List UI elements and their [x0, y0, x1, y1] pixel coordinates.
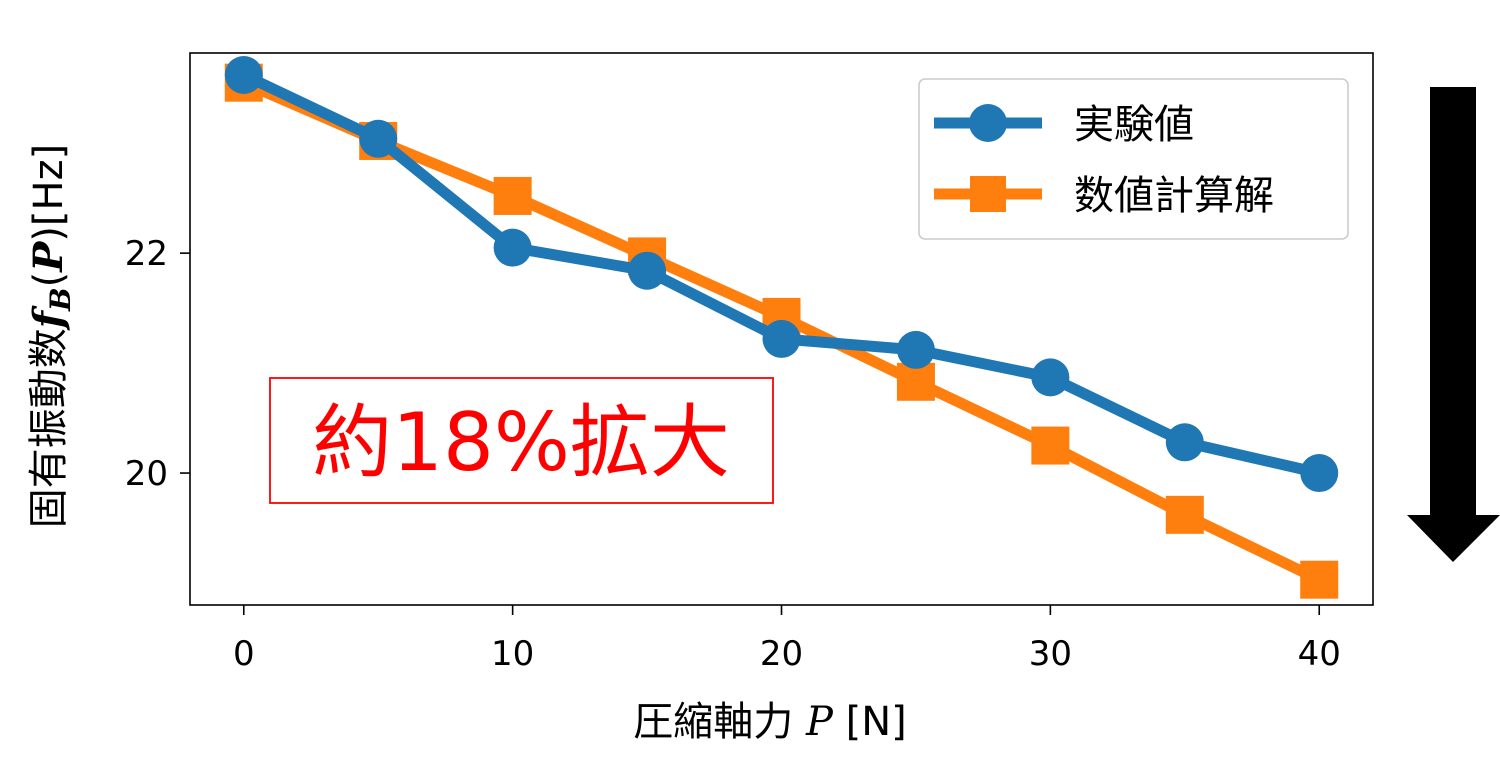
series-0-point-6	[1031, 358, 1070, 397]
legend-label-series-1: 数値計算解	[1074, 173, 1274, 219]
x-tick-label-1: 10	[491, 634, 534, 674]
x-axis-label-symbol: P	[805, 699, 834, 745]
x-tick-label-2: 20	[760, 634, 803, 674]
down-arrow-shaft	[1430, 87, 1476, 519]
series-0-point-7	[1165, 423, 1204, 462]
y-axis-label-p: P	[25, 240, 72, 273]
y-tick-label-1: 22	[125, 234, 168, 274]
series-0-point-4	[762, 319, 801, 358]
down-arrow-head	[1407, 515, 1500, 562]
series-1-point-5	[896, 362, 935, 401]
annotation: 約18%拡大	[269, 377, 774, 504]
y-axis-label-prefix: 固有振動数	[26, 328, 72, 528]
legend-marker-series-0	[969, 104, 1007, 142]
y-tick-label-0: 20	[125, 454, 168, 494]
x-tick-label-0: 0	[233, 634, 255, 674]
y-axis-label-unit: [Hz]	[26, 144, 72, 226]
series-0-point-8	[1300, 454, 1339, 493]
down-arrow-icon	[1407, 87, 1500, 562]
series-0-point-1	[359, 119, 398, 158]
series-0-point-0	[224, 55, 263, 94]
annotation-text: 約18%拡大	[312, 396, 730, 489]
x-axis-label: 圧縮軸力 P [N]	[633, 699, 907, 745]
series-0-point-2	[493, 228, 532, 267]
series-1-point-7	[1165, 495, 1204, 534]
x-tick-label-3: 30	[1029, 634, 1072, 674]
x-axis-label-prefix: 圧縮軸力	[633, 699, 806, 745]
x-tick-label-4: 40	[1298, 634, 1341, 674]
series-1-point-2	[493, 176, 532, 215]
series-layer	[224, 55, 1339, 599]
y-axis-label-subscript: B	[44, 287, 77, 312]
legend: 実験値 数値計算解	[918, 78, 1349, 240]
series-0-point-5	[896, 330, 935, 369]
series-1-point-6	[1031, 426, 1070, 465]
legend-marker-series-1	[970, 176, 1006, 212]
legend-label-series-0: 実験値	[1074, 102, 1194, 148]
series-0-point-3	[628, 251, 667, 290]
y-axis-label: 固有振動数fB(P)[Hz]	[25, 144, 77, 528]
x-axis-ticks: 0 10 20 30 40	[233, 605, 1341, 674]
x-axis-label-unit: [N]	[833, 699, 907, 745]
annotation-box	[269, 377, 774, 504]
y-axis-label-close-paren: )	[26, 226, 72, 242]
series-1-point-8	[1300, 560, 1339, 599]
y-axis-label-open-paren: (	[26, 272, 72, 288]
